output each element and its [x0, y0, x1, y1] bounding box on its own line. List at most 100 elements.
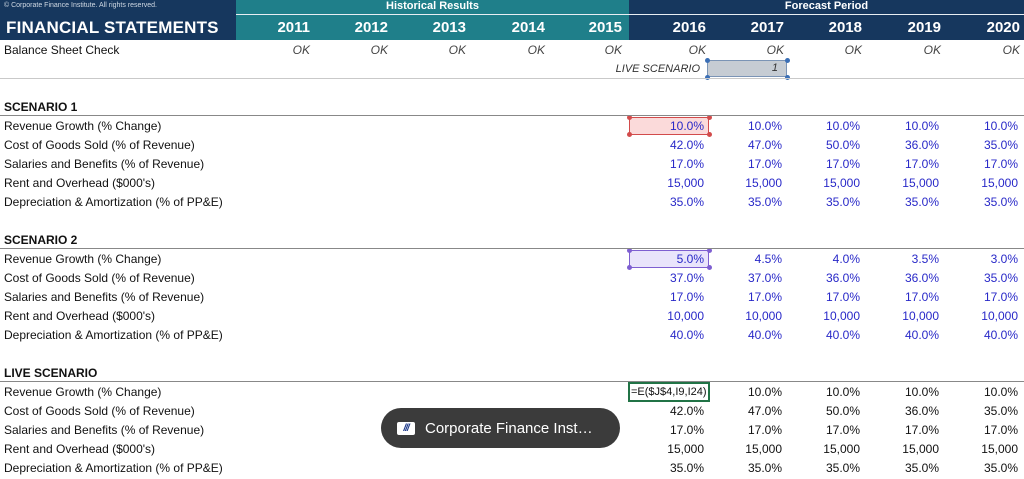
data-cell[interactable]: 10.0% [904, 119, 939, 133]
selection-handle[interactable] [627, 132, 632, 137]
data-cell[interactable]: 17.0% [747, 290, 782, 304]
data-cell[interactable]: 10.0% [983, 385, 1018, 399]
data-cell[interactable]: 15,000 [745, 176, 782, 190]
data-cell[interactable]: 4.5% [754, 252, 782, 266]
selection-handle[interactable] [627, 115, 632, 120]
forecast-period-label: Forecast Period [784, 0, 869, 12]
toast-notification[interactable]: /// Corporate Finance Inst… [381, 408, 620, 448]
data-cell[interactable]: 15,000 [667, 442, 704, 456]
data-cell[interactable]: 17.0% [904, 423, 939, 437]
highlighted-cell-scenario1[interactable] [629, 117, 709, 135]
data-cell[interactable]: 36.0% [904, 271, 939, 285]
data-cell[interactable]: 17.0% [904, 290, 939, 304]
data-cell[interactable]: 4.0% [832, 252, 860, 266]
data-cell[interactable]: 35.0% [669, 195, 704, 209]
data-cell[interactable]: 15,000 [902, 176, 939, 190]
selection-handle[interactable] [785, 75, 790, 80]
data-cell[interactable]: 17.0% [825, 423, 860, 437]
data-cell[interactable]: 17.0% [669, 290, 704, 304]
data-cell[interactable]: 17.0% [825, 157, 860, 171]
data-cell[interactable]: 40.0% [983, 328, 1018, 342]
divider [0, 78, 1024, 79]
data-cell[interactable]: 17.0% [983, 423, 1018, 437]
data-cell[interactable]: 50.0% [825, 138, 860, 152]
toast-text: Corporate Finance Inst… [425, 419, 593, 437]
highlighted-cell-scenario2[interactable] [629, 250, 709, 268]
data-cell[interactable]: 17.0% [983, 157, 1018, 171]
selection-handle[interactable] [707, 115, 712, 120]
data-cell[interactable]: 36.0% [904, 404, 939, 418]
data-cell[interactable]: 47.0% [747, 404, 782, 418]
selection-handle[interactable] [627, 265, 632, 270]
selection-handle[interactable] [707, 132, 712, 137]
live-scenario-input[interactable]: 1 [707, 60, 787, 77]
data-cell[interactable]: 3.0% [990, 252, 1018, 266]
data-cell[interactable]: 50.0% [825, 404, 860, 418]
data-cell[interactable]: 17.0% [747, 157, 782, 171]
row-label: Salaries and Benefits (% of Revenue) [4, 157, 205, 171]
data-cell[interactable]: 42.0% [669, 138, 704, 152]
data-cell[interactable]: 10,000 [745, 309, 782, 323]
data-cell[interactable]: 35.0% [669, 461, 704, 475]
selection-handle[interactable] [707, 265, 712, 270]
data-cell[interactable]: 40.0% [825, 328, 860, 342]
data-cell[interactable]: 35.0% [825, 195, 860, 209]
data-cell[interactable]: 35.0% [983, 138, 1018, 152]
data-cell[interactable]: 40.0% [669, 328, 704, 342]
year-header: 2011 [277, 19, 310, 36]
data-cell[interactable]: 17.0% [904, 157, 939, 171]
data-cell[interactable]: 10.0% [669, 119, 704, 133]
data-cell[interactable]: 35.0% [747, 461, 782, 475]
data-cell[interactable]: 15,000 [981, 176, 1018, 190]
data-cell[interactable]: 17.0% [983, 290, 1018, 304]
data-cell[interactable]: 10.0% [983, 119, 1018, 133]
data-cell[interactable]: 15,000 [745, 442, 782, 456]
data-cell[interactable]: 10.0% [825, 119, 860, 133]
data-cell[interactable]: 35.0% [983, 461, 1018, 475]
data-cell[interactable]: 5.0% [676, 252, 704, 266]
data-cell[interactable]: 40.0% [747, 328, 782, 342]
data-cell[interactable]: 10.0% [825, 385, 860, 399]
data-cell[interactable]: 35.0% [904, 461, 939, 475]
year-header: 2017 [750, 19, 784, 36]
data-cell[interactable]: 35.0% [825, 461, 860, 475]
data-cell[interactable]: 37.0% [747, 271, 782, 285]
data-cell[interactable]: 35.0% [747, 195, 782, 209]
balance-check-value: OK [448, 43, 466, 57]
data-cell[interactable]: 37.0% [669, 271, 704, 285]
data-cell[interactable]: 35.0% [904, 195, 939, 209]
data-cell[interactable]: 36.0% [825, 271, 860, 285]
data-cell[interactable]: 35.0% [983, 404, 1018, 418]
data-cell[interactable]: 15,000 [902, 442, 939, 456]
cfi-logo-icon: /// [397, 421, 415, 435]
data-cell[interactable]: 10,000 [823, 309, 860, 323]
data-cell[interactable]: 10,000 [667, 309, 704, 323]
data-cell[interactable]: 36.0% [904, 138, 939, 152]
data-cell[interactable]: 10.0% [747, 385, 782, 399]
data-cell[interactable]: 15,000 [667, 176, 704, 190]
data-cell[interactable]: 3.5% [911, 252, 939, 266]
data-cell[interactable]: 10,000 [981, 309, 1018, 323]
data-cell[interactable]: 10.0% [904, 385, 939, 399]
data-cell[interactable]: 15,000 [823, 176, 860, 190]
data-cell[interactable]: 47.0% [747, 138, 782, 152]
selection-handle[interactable] [705, 58, 710, 63]
selection-handle[interactable] [627, 248, 632, 253]
data-cell[interactable]: 17.0% [669, 157, 704, 171]
selection-handle[interactable] [707, 248, 712, 253]
data-cell[interactable]: 10,000 [902, 309, 939, 323]
data-cell[interactable]: 15,000 [823, 442, 860, 456]
formula-edit-cell[interactable]: =E($J$4,I9,I24) [628, 382, 710, 402]
data-cell[interactable]: 35.0% [983, 271, 1018, 285]
balance-check-label: Balance Sheet Check [4, 43, 120, 57]
data-cell[interactable]: 17.0% [825, 290, 860, 304]
data-cell[interactable]: 10.0% [747, 119, 782, 133]
data-cell[interactable]: 15,000 [981, 442, 1018, 456]
data-cell[interactable]: 17.0% [669, 423, 704, 437]
data-cell[interactable]: 17.0% [747, 423, 782, 437]
selection-handle[interactable] [705, 75, 710, 80]
data-cell[interactable]: 42.0% [669, 404, 704, 418]
selection-handle[interactable] [785, 58, 790, 63]
data-cell[interactable]: 40.0% [904, 328, 939, 342]
data-cell[interactable]: 35.0% [983, 195, 1018, 209]
